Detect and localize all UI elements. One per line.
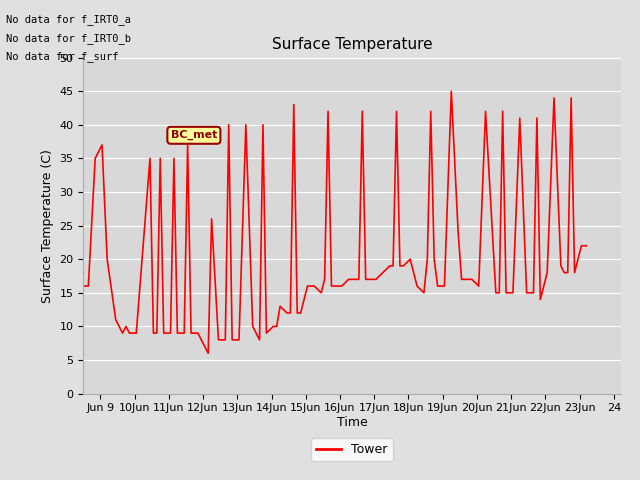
Text: No data for f_IRT0_a: No data for f_IRT0_a [6,14,131,25]
Text: No data for f_surf: No data for f_surf [6,51,119,62]
Text: BC_met: BC_met [171,130,217,141]
Title: Surface Temperature: Surface Temperature [272,37,432,52]
Y-axis label: Surface Temperature (C): Surface Temperature (C) [41,149,54,302]
Legend: Tower: Tower [311,438,393,461]
Text: No data for f_IRT0_b: No data for f_IRT0_b [6,33,131,44]
X-axis label: Time: Time [337,416,367,429]
